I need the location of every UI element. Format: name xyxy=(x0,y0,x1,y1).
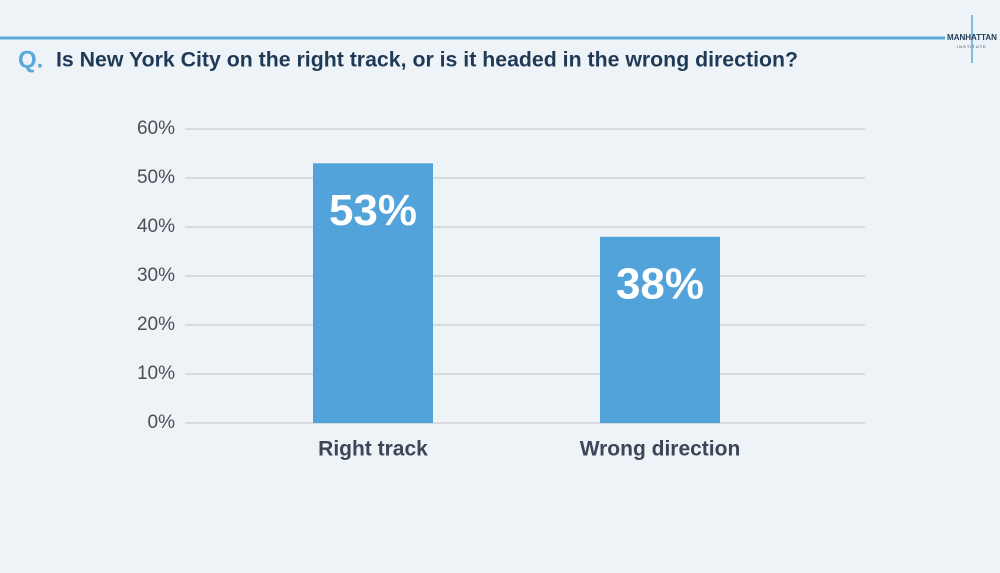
question-prefix: Q. xyxy=(18,46,43,73)
y-tick-label: 50% xyxy=(137,167,175,188)
bar xyxy=(313,163,433,424)
bar xyxy=(600,236,720,423)
x-tick-label: Wrong direction xyxy=(580,438,741,461)
chart-title: Is New York City on the right track, or … xyxy=(56,49,798,72)
y-tick-label: 60% xyxy=(137,118,175,139)
x-tick-label: Right track xyxy=(318,438,428,461)
y-tick-label: 30% xyxy=(137,265,175,286)
value-label: 38% xyxy=(616,259,704,308)
y-tick-label: 10% xyxy=(137,363,175,384)
logo-name: MANHATTAN xyxy=(947,33,997,42)
logo-subtitle: INSTITUTE xyxy=(957,44,987,49)
y-tick-label: 0% xyxy=(148,412,176,433)
y-tick-label: 40% xyxy=(137,216,175,237)
y-tick-label: 20% xyxy=(137,314,175,335)
value-label: 53% xyxy=(329,186,417,235)
